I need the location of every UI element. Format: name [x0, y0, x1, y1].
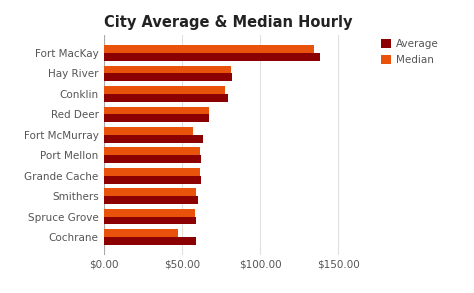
Bar	[104, 94, 228, 102]
Bar	[104, 196, 198, 204]
Bar	[104, 53, 320, 61]
Bar	[104, 188, 196, 196]
Text: City Average & Median Hourly: City Average & Median Hourly	[104, 15, 353, 30]
Bar	[104, 209, 195, 217]
Bar	[104, 237, 196, 245]
Bar	[104, 114, 209, 122]
Bar	[104, 155, 201, 163]
Bar	[104, 86, 225, 94]
Bar	[104, 66, 231, 73]
Bar	[104, 127, 193, 135]
Bar	[104, 45, 313, 53]
Bar	[104, 229, 178, 237]
Bar	[104, 176, 201, 183]
Bar	[104, 73, 232, 81]
Bar	[104, 217, 196, 224]
Bar	[104, 135, 203, 143]
Legend: Average, Median: Average, Median	[378, 36, 442, 69]
Bar	[104, 147, 200, 155]
Bar	[104, 107, 209, 114]
Bar	[104, 168, 200, 176]
